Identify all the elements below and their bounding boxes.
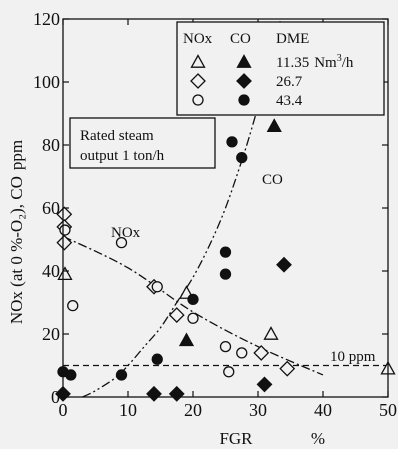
legend-row-2-label: 26.7 xyxy=(276,74,303,90)
x-tick-label-10: 10 xyxy=(119,400,137,420)
point-open-circle-3 xyxy=(115,236,128,249)
reference-label: 10 ppm xyxy=(330,349,376,365)
y-tick-label-100: 100 xyxy=(33,72,60,92)
point-open-circle-8 xyxy=(236,347,248,359)
point-open-diamond-5 xyxy=(168,307,185,324)
y-tick-label-20: 20 xyxy=(42,324,60,344)
point-filled-circle-2 xyxy=(65,369,77,381)
legend-frame xyxy=(176,21,385,116)
legend-open-circle-marker xyxy=(192,94,204,106)
legend-open-diamond-marker xyxy=(190,73,206,89)
legend-header-nox: NOx xyxy=(183,31,213,47)
point-open-circle-4 xyxy=(151,281,163,293)
y-tick-label-0: 0 xyxy=(51,387,60,407)
y-tick-label-80: 80 xyxy=(42,135,60,155)
legend-filled-circle-marker xyxy=(238,94,250,106)
legend-row-1-label: 11.35 Nm3/h xyxy=(276,53,354,71)
point-open-circle-5 xyxy=(187,312,199,324)
point-open-diamond-7 xyxy=(279,360,296,377)
y-tick-label-120: 120 xyxy=(33,9,60,29)
y-tick-label-40: 40 xyxy=(42,261,60,281)
condition-line-1: Rated steam xyxy=(80,128,154,144)
point-open-diamond-6 xyxy=(253,344,270,361)
x-tick-label-0: 0 xyxy=(59,400,68,420)
x-tick-label-50: 50 xyxy=(379,400,397,420)
point-open-circle-2 xyxy=(67,299,79,312)
condition-line-2: output 1 ton/h xyxy=(80,148,165,164)
legend-row-1-unit-sup: 3 xyxy=(337,53,342,64)
legend-open-triangle-marker xyxy=(190,54,206,68)
point-filled-circle-9 xyxy=(236,151,248,164)
y-axis-title: NOx (at 0 %-O₂), CO xyxy=(7,176,26,324)
legend-row-1-unit-tail: /h xyxy=(342,55,354,71)
point-filled-diamond-5 xyxy=(276,256,292,273)
point-filled-circle-8 xyxy=(226,136,238,148)
legend-markers xyxy=(190,54,252,106)
point-open-circle-1 xyxy=(59,224,71,236)
nox-curve-label: NOx xyxy=(111,225,141,241)
y-tick-label-60: 60 xyxy=(42,198,60,218)
x-axis-title: FGR xyxy=(219,429,253,448)
legend: NOx CO DME 11.35 Nm3/h 26.7 43.4 xyxy=(176,21,385,116)
y-axis-label: NOx (at 0 %-O₂), CO ppm xyxy=(7,140,26,324)
point-filled-circle-3 xyxy=(115,369,128,381)
legend-row-3-label: 43.4 xyxy=(276,93,303,109)
point-open-circle-7 xyxy=(223,366,235,378)
point-filled-circle-7 xyxy=(219,268,232,280)
condition-box: Rated steam output 1 ton/h xyxy=(69,117,216,169)
condition-box-frame xyxy=(69,117,216,169)
x-tick-label-40: 40 xyxy=(314,400,332,420)
point-open-triangle-1 xyxy=(57,266,73,281)
legend-filled-diamond-marker xyxy=(236,73,252,89)
point-open-triangle-3 xyxy=(263,326,279,340)
legend-header-dme: DME xyxy=(276,31,309,47)
point-filled-diamond-4 xyxy=(256,376,273,393)
data-markers xyxy=(55,118,396,402)
point-filled-triangle-2 xyxy=(266,118,282,132)
point-open-diamond-3 xyxy=(56,234,73,251)
point-filled-circle-4 xyxy=(151,353,163,365)
x-tick-label-20: 20 xyxy=(184,400,202,420)
point-filled-triangle-1 xyxy=(178,332,195,347)
point-open-circle-6 xyxy=(219,340,232,353)
legend-filled-triangle-marker xyxy=(236,54,252,68)
legend-row-1-value: 11.35 xyxy=(276,55,309,71)
co-curve-label: CO xyxy=(262,172,283,188)
x-axis-unit: % xyxy=(311,429,325,448)
legend-header-co: CO xyxy=(230,31,251,47)
y-axis-unit: ppm xyxy=(7,140,26,170)
x-tick-label-30: 30 xyxy=(249,400,267,420)
legend-row-1-unit: Nm xyxy=(314,55,337,71)
point-filled-circle-5 xyxy=(187,293,199,306)
point-filled-circle-6 xyxy=(219,246,232,258)
